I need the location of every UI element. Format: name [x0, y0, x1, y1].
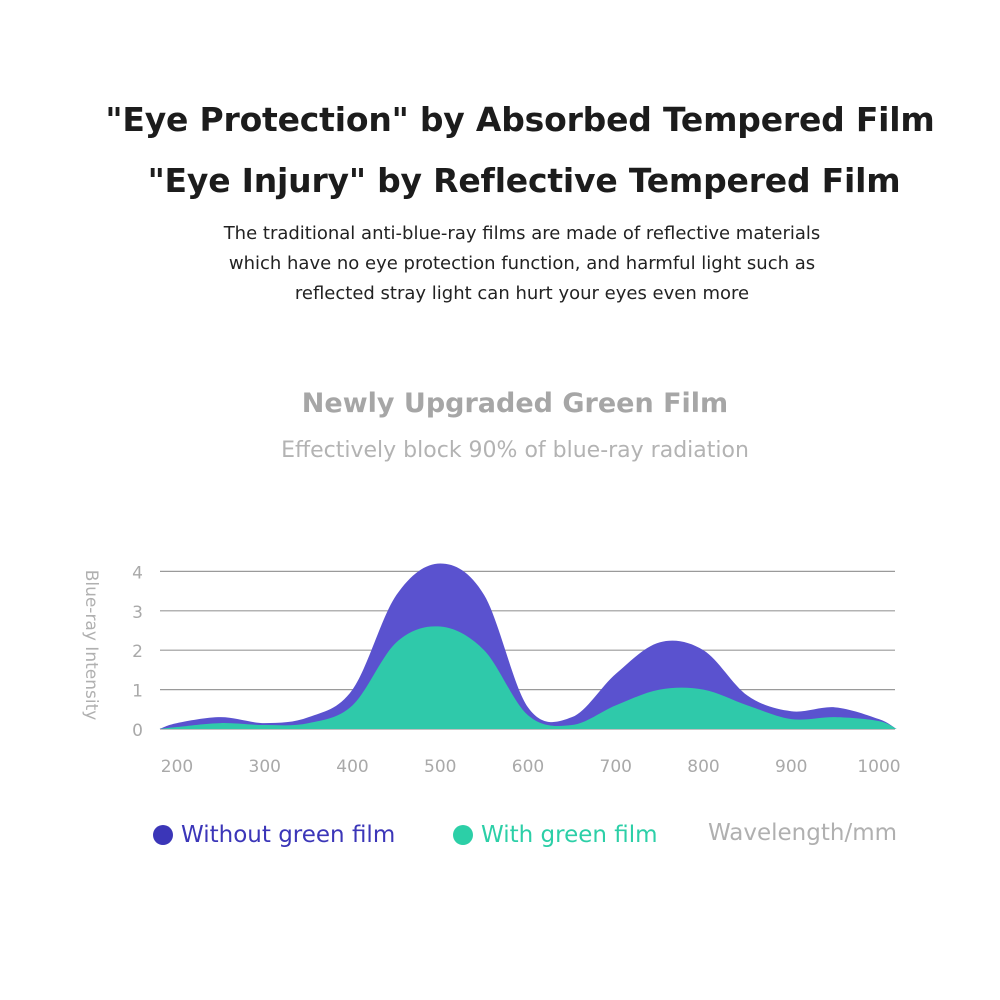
- x-tick-400: 400: [336, 757, 368, 777]
- headline-eye-protection: "Eye Protection" by Absorbed Tempered Fi…: [105, 100, 935, 139]
- y-tick-3: 3: [132, 603, 143, 623]
- description-line-2: which have no eye protection function, a…: [228, 253, 816, 274]
- chart-areas: [159, 563, 897, 729]
- x-axis-label: Wavelength/mm: [708, 820, 897, 846]
- headline-eye-injury: "Eye Injury" by Reflective Tempered Film: [147, 161, 901, 200]
- x-tick-1000: 1000: [857, 757, 900, 777]
- legend-dot-without-green-film: [153, 825, 173, 845]
- legend-item-with-green-film: With green film: [453, 822, 658, 848]
- y-tick-4: 4: [132, 563, 143, 583]
- y-tick-2: 2: [132, 642, 143, 662]
- x-tick-300: 300: [249, 757, 281, 777]
- chart-section-caption: Effectively block 90% of blue-ray radiat…: [281, 438, 749, 463]
- x-tick-200: 200: [161, 757, 193, 777]
- legend-label-with-green-film: With green film: [481, 822, 658, 848]
- y-tick-0: 0: [132, 721, 143, 741]
- chart-gridlines: [160, 570, 895, 730]
- x-tick-500: 500: [424, 757, 456, 777]
- legend-item-without-green-film: Without green film: [153, 822, 395, 848]
- y-tick-labels: 0 1 2 3 4: [132, 563, 143, 741]
- description-line-1: The traditional anti-blue-ray films are …: [223, 223, 821, 244]
- area-without-green-film: [159, 563, 897, 729]
- description-line-3: reflected stray light can hurt your eyes…: [294, 283, 750, 304]
- x-tick-600: 600: [512, 757, 544, 777]
- x-tick-900: 900: [775, 757, 807, 777]
- y-axis-label: Blue-ray Intensity: [81, 570, 101, 721]
- x-tick-800: 800: [687, 757, 719, 777]
- chart-section-title: Newly Upgraded Green Film: [301, 388, 729, 419]
- area-with-green-film: [159, 626, 897, 729]
- x-tick-700: 700: [600, 757, 632, 777]
- x-tick-labels: 200 300 400 500 600 700 800 900 1000: [161, 757, 901, 777]
- y-tick-1: 1: [132, 682, 143, 702]
- legend-label-without-green-film: Without green film: [181, 822, 396, 848]
- legend-dot-with-green-film: [453, 825, 473, 845]
